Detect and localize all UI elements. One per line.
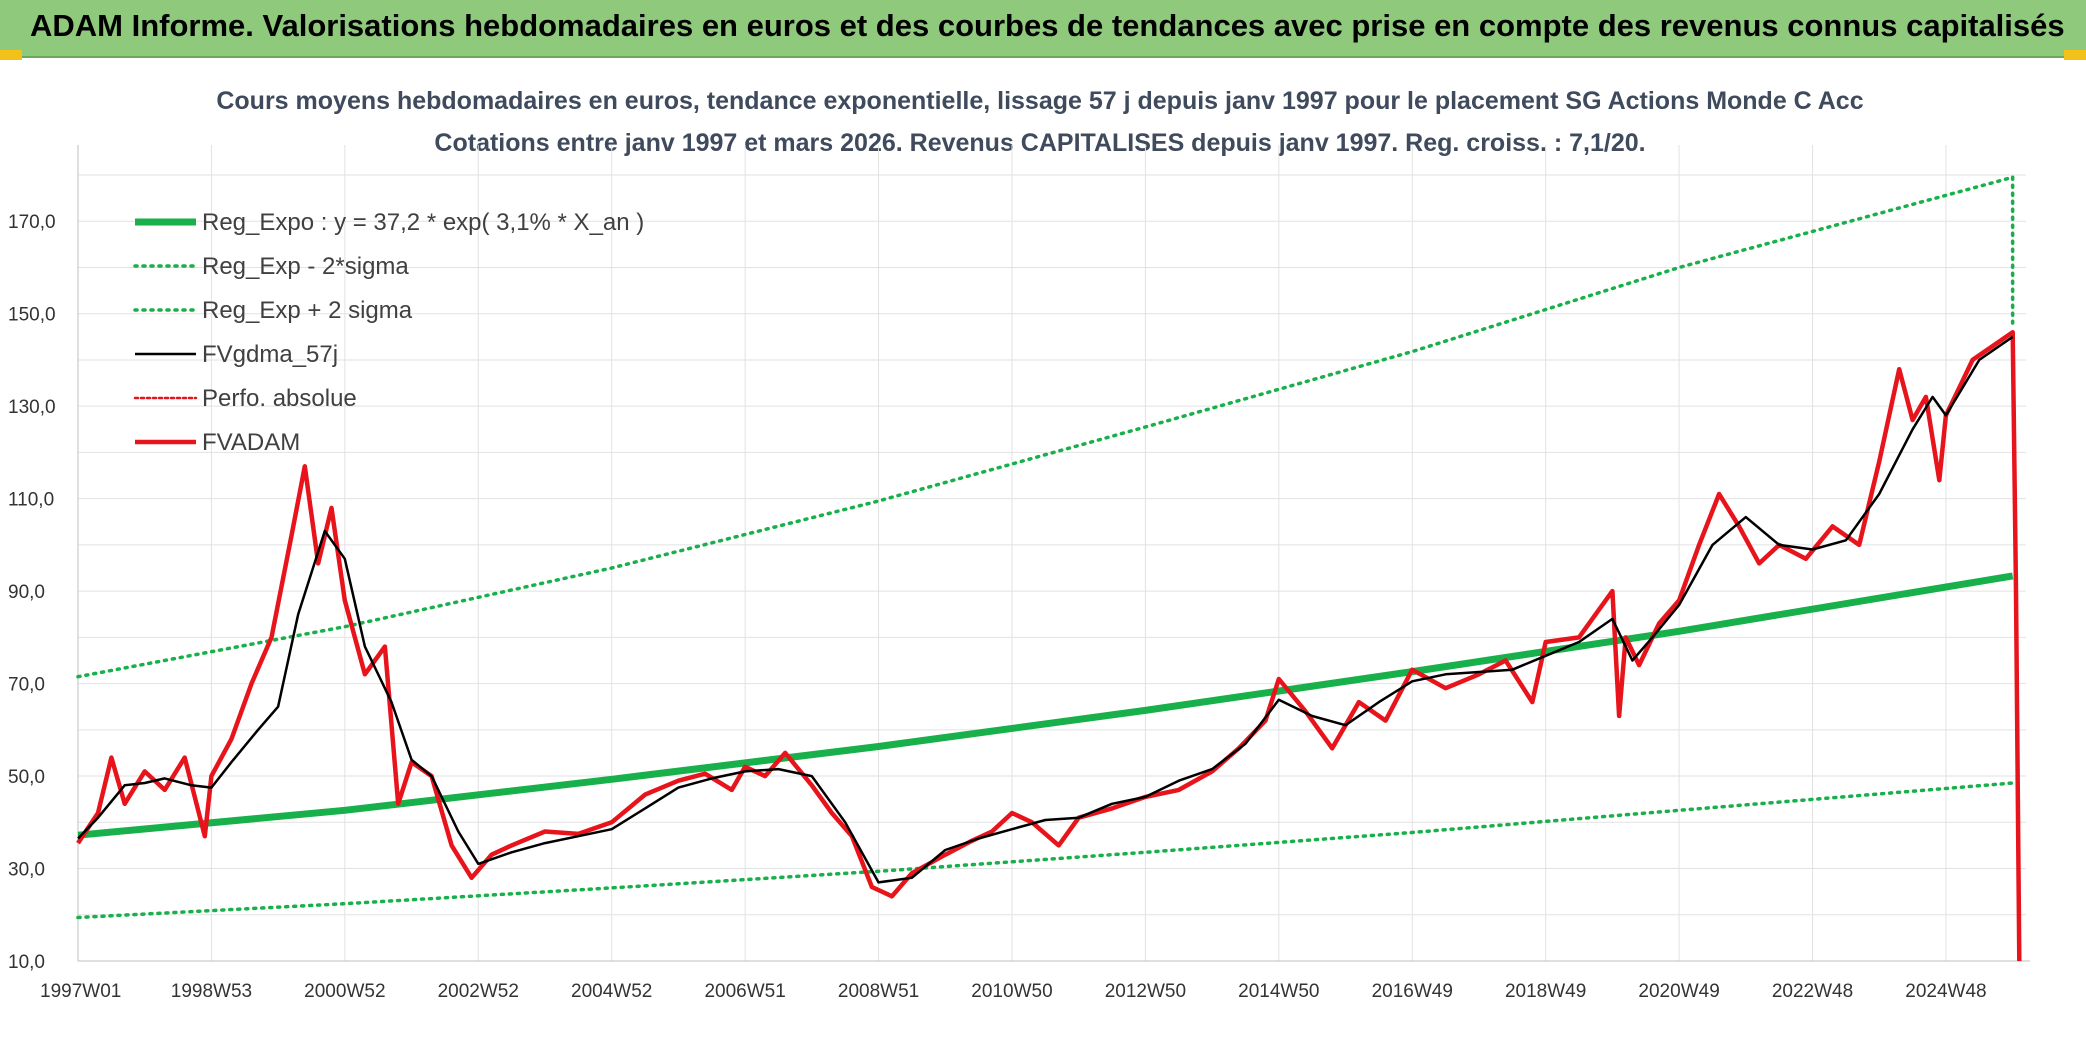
series-line-3 bbox=[77, 335, 2014, 884]
x-tick-label: 2018W49 bbox=[1505, 981, 1586, 1002]
x-tick-label: 2012W50 bbox=[1105, 981, 1186, 1002]
x-tick-label: 2010W50 bbox=[971, 981, 1052, 1002]
series-line-2 bbox=[76, 175, 2015, 679]
y-tick-label: 30,0 bbox=[8, 860, 45, 881]
x-tick-label: 2024W48 bbox=[1905, 981, 1986, 1002]
report-banner: ADAM Informe. Valorisations hebdomadaire… bbox=[0, 0, 2086, 58]
axes: 10,0 30,0 50,0 70,0 90,0 110,0 130,0 150,0 170,0… bbox=[8, 145, 2030, 1002]
chart-title: Cours moyens hebdomadaires en euros, ten… bbox=[216, 87, 1863, 115]
y-tick-label: 70,0 bbox=[8, 675, 45, 696]
x-tick-label: 2014W50 bbox=[1238, 981, 1319, 1002]
y-tick-label: 130,0 bbox=[8, 397, 56, 418]
y-tick-label: 110,0 bbox=[8, 490, 54, 511]
x-tick-label: 2004W52 bbox=[571, 981, 652, 1002]
legend-label: Reg_Exp + 2 sigma bbox=[202, 297, 413, 324]
series-group bbox=[76, 175, 2022, 962]
x-tick-label: 2020W49 bbox=[1638, 981, 1719, 1002]
y-tick-label: 170,0 bbox=[8, 212, 56, 233]
x-tick-label: 2002W52 bbox=[438, 981, 519, 1002]
y-tick-label: 50,0 bbox=[8, 767, 45, 788]
legend-label: FVgdma_57j bbox=[202, 341, 338, 368]
x-tick-label: 2000W52 bbox=[304, 981, 385, 1002]
x-tick-label: 1998W53 bbox=[171, 981, 252, 1002]
line-chart: Cours moyens hebdomadaires en euros, ten… bbox=[8, 87, 2030, 1002]
x-tick-label: 1997W01 bbox=[40, 981, 121, 1002]
series-line-5 bbox=[76, 329, 2022, 962]
x-tick-label: 2016W49 bbox=[1372, 981, 1453, 1002]
corner-marker-right bbox=[2064, 50, 2086, 60]
y-tick-label: 150,0 bbox=[8, 305, 56, 326]
legend-label: FVADAM bbox=[202, 429, 300, 456]
legend: Reg_Expo : y = 37,2 * exp( 3,1% * X_an )… bbox=[133, 209, 644, 456]
legend-label: Reg_Exp - 2*sigma bbox=[202, 253, 409, 280]
x-tick-label: 2008W51 bbox=[838, 981, 919, 1002]
series-line-0 bbox=[77, 572, 2014, 839]
y-tick-label: 10,0 bbox=[8, 952, 45, 973]
x-tick-label: 2006W51 bbox=[704, 981, 785, 1002]
corner-marker-left bbox=[0, 50, 22, 60]
report-title: ADAM Informe. Valorisations hebdomadaire… bbox=[30, 8, 2065, 43]
legend-label: Perfo. absolue bbox=[202, 385, 357, 412]
chart-subtitle: Cotations entre janv 1997 et mars 2026. … bbox=[434, 129, 1645, 157]
x-tick-label: 2022W48 bbox=[1772, 981, 1853, 1002]
grid bbox=[77, 145, 2026, 962]
y-tick-label: 90,0 bbox=[8, 582, 45, 603]
legend-label: Reg_Expo : y = 37,2 * exp( 3,1% * X_an ) bbox=[202, 209, 644, 236]
series-line-1 bbox=[76, 781, 2015, 920]
